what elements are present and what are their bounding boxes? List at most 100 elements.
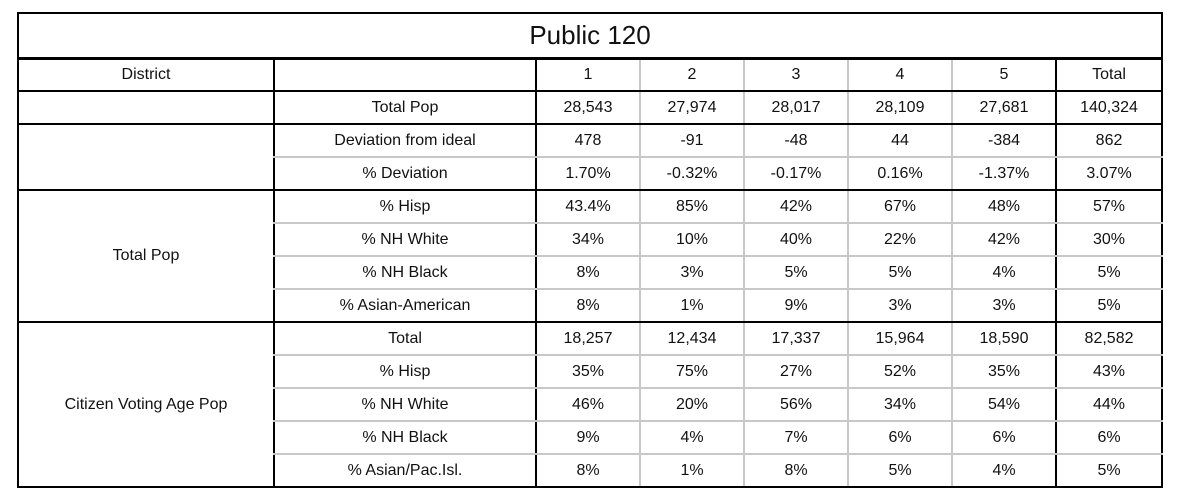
cell-value: 862 xyxy=(1054,124,1164,158)
row-label: % NH Black xyxy=(273,421,536,455)
header-col-4: 4 xyxy=(847,57,952,92)
header-col-3: 3 xyxy=(743,57,848,92)
table-row: Total Pop% Hisp 43.4% 85% 42% 67% 48% 57% xyxy=(17,190,1164,323)
cell-value: 34% xyxy=(535,223,640,257)
table-row: % NH White 46% 20% 56% 34% 54% 44% xyxy=(18,388,1164,422)
cell-value: -384 xyxy=(951,124,1056,158)
cell-value: 5% xyxy=(743,256,848,290)
cell-value: 28,017 xyxy=(743,91,848,125)
cell-value: 4% xyxy=(639,421,744,455)
cell-value: 3.07% xyxy=(1054,157,1164,191)
cell-value: 5% xyxy=(847,256,952,290)
row-label: Total xyxy=(273,322,536,356)
cell-value: 1.70% xyxy=(535,157,640,191)
district-table: Public 120 District 1 2 3 4 5 Total Tota… xyxy=(16,12,1164,488)
table-row: Citizen Voting Age Pop Total 18,257 12,434 1… xyxy=(17,322,1164,488)
header-col-5: 5 xyxy=(951,57,1056,92)
cell-value: 5% xyxy=(1054,454,1164,488)
cell-value: 1% xyxy=(639,454,744,488)
cell-value: 67% xyxy=(847,190,952,224)
cell-value: 4% xyxy=(951,256,1056,290)
cell-value: 20% xyxy=(639,388,744,422)
cell-value: 4% xyxy=(951,454,1056,488)
row-label: % NH Black xyxy=(273,256,536,290)
row-label: % Asian-American xyxy=(273,289,536,323)
cell-value: 5% xyxy=(847,454,952,488)
cell-value: 10% xyxy=(639,223,744,257)
row-label: Total Pop xyxy=(273,91,536,125)
cell-value: 8% xyxy=(535,454,640,488)
cell-value: 15,964 xyxy=(847,322,952,356)
cell-value: 28,543 xyxy=(535,91,640,125)
cell-value: 27% xyxy=(743,355,848,389)
cell-value: 43.4% xyxy=(535,190,640,224)
cell-value: 18,590 xyxy=(951,322,1056,356)
cell-value: 27,681 xyxy=(951,91,1056,125)
header-row: District 1 2 3 4 5 Total xyxy=(17,57,1164,92)
table-row: % Deviation 1.70% -0.32% -0.17% 0.16% -1.37% 3… xyxy=(18,157,1164,191)
cell-value: 12,434 xyxy=(639,322,744,356)
table-row: % NH White 34% 10% 40% 22% 42% 30% xyxy=(18,223,1164,257)
cell-value: 1% xyxy=(639,289,744,323)
district-table-container: Public 120 District 1 2 3 4 5 Total Tota… xyxy=(16,12,1164,488)
cell-value: 8% xyxy=(743,454,848,488)
cell-value: 43% xyxy=(1054,355,1164,389)
group-label: Total Pop xyxy=(17,190,274,323)
cell-value: 6% xyxy=(1054,421,1164,455)
cell-value: 48% xyxy=(951,190,1056,224)
row-label: Deviation from ideal xyxy=(273,124,536,158)
cell-value: -0.32% xyxy=(639,157,744,191)
cell-value: 22% xyxy=(847,223,952,257)
cell-value: -48 xyxy=(743,124,848,158)
cell-value: 42% xyxy=(951,223,1056,257)
header-col-total: Total xyxy=(1054,57,1164,92)
group-label xyxy=(17,91,274,125)
cell-value: 9% xyxy=(535,421,640,455)
cell-value: 35% xyxy=(535,355,640,389)
cell-value: 82,582 xyxy=(1054,322,1164,356)
table-row: % Hisp 35% 75% 27% 52% 35% 43% xyxy=(18,355,1164,389)
cell-value: 40% xyxy=(743,223,848,257)
header-district: District xyxy=(17,57,274,92)
cell-value: 28,109 xyxy=(847,91,952,125)
table-row: Total Pop 28,543 27,974 28,017 28,109 27,681 1… xyxy=(17,91,1164,125)
cell-value: 42% xyxy=(743,190,848,224)
table-row: % NH Black 8% 3% 5% 5% 4% 5% xyxy=(18,256,1164,290)
cell-value: 56% xyxy=(743,388,848,422)
row-label: % NH White xyxy=(273,223,536,257)
cell-value: 3% xyxy=(847,289,952,323)
cell-value: 52% xyxy=(847,355,952,389)
cell-value: 3% xyxy=(951,289,1056,323)
cell-value: 44 xyxy=(847,124,952,158)
cell-value: 75% xyxy=(639,355,744,389)
cell-value: 18,257 xyxy=(535,322,640,356)
cell-value: 5% xyxy=(1054,256,1164,290)
cell-value: 3% xyxy=(639,256,744,290)
cell-value: -91 xyxy=(639,124,744,158)
cell-value: 54% xyxy=(951,388,1056,422)
table-row: % Asian-American 8% 1% 9% 3% 3% 5% xyxy=(18,289,1164,323)
cell-value: 44% xyxy=(1054,388,1164,422)
cell-value: 85% xyxy=(639,190,744,224)
cell-value: 478 xyxy=(535,124,640,158)
group-label xyxy=(17,124,274,191)
row-label: % Hisp xyxy=(273,355,536,389)
row-label: % Hisp xyxy=(273,190,536,224)
row-label: % Asian/Pac.Isl. xyxy=(273,454,536,488)
cell-value: 17,337 xyxy=(743,322,848,356)
cell-value: 8% xyxy=(535,289,640,323)
cell-value: 140,324 xyxy=(1054,91,1164,125)
header-col-2: 2 xyxy=(639,57,744,92)
cell-value: 5% xyxy=(1054,289,1164,323)
cell-value: 34% xyxy=(847,388,952,422)
cell-value: -0.17% xyxy=(743,157,848,191)
cell-value: 8% xyxy=(535,256,640,290)
cell-value: 7% xyxy=(743,421,848,455)
cell-value: 57% xyxy=(1054,190,1164,224)
cell-value: 6% xyxy=(847,421,952,455)
cell-value: 46% xyxy=(535,388,640,422)
header-col-1: 1 xyxy=(535,57,640,92)
table-row: Deviation from ideal 478 -91 -48 44 -384 862 xyxy=(17,124,1164,191)
row-label: % Deviation xyxy=(273,157,536,191)
group-label: Citizen Voting Age Pop xyxy=(17,322,274,488)
